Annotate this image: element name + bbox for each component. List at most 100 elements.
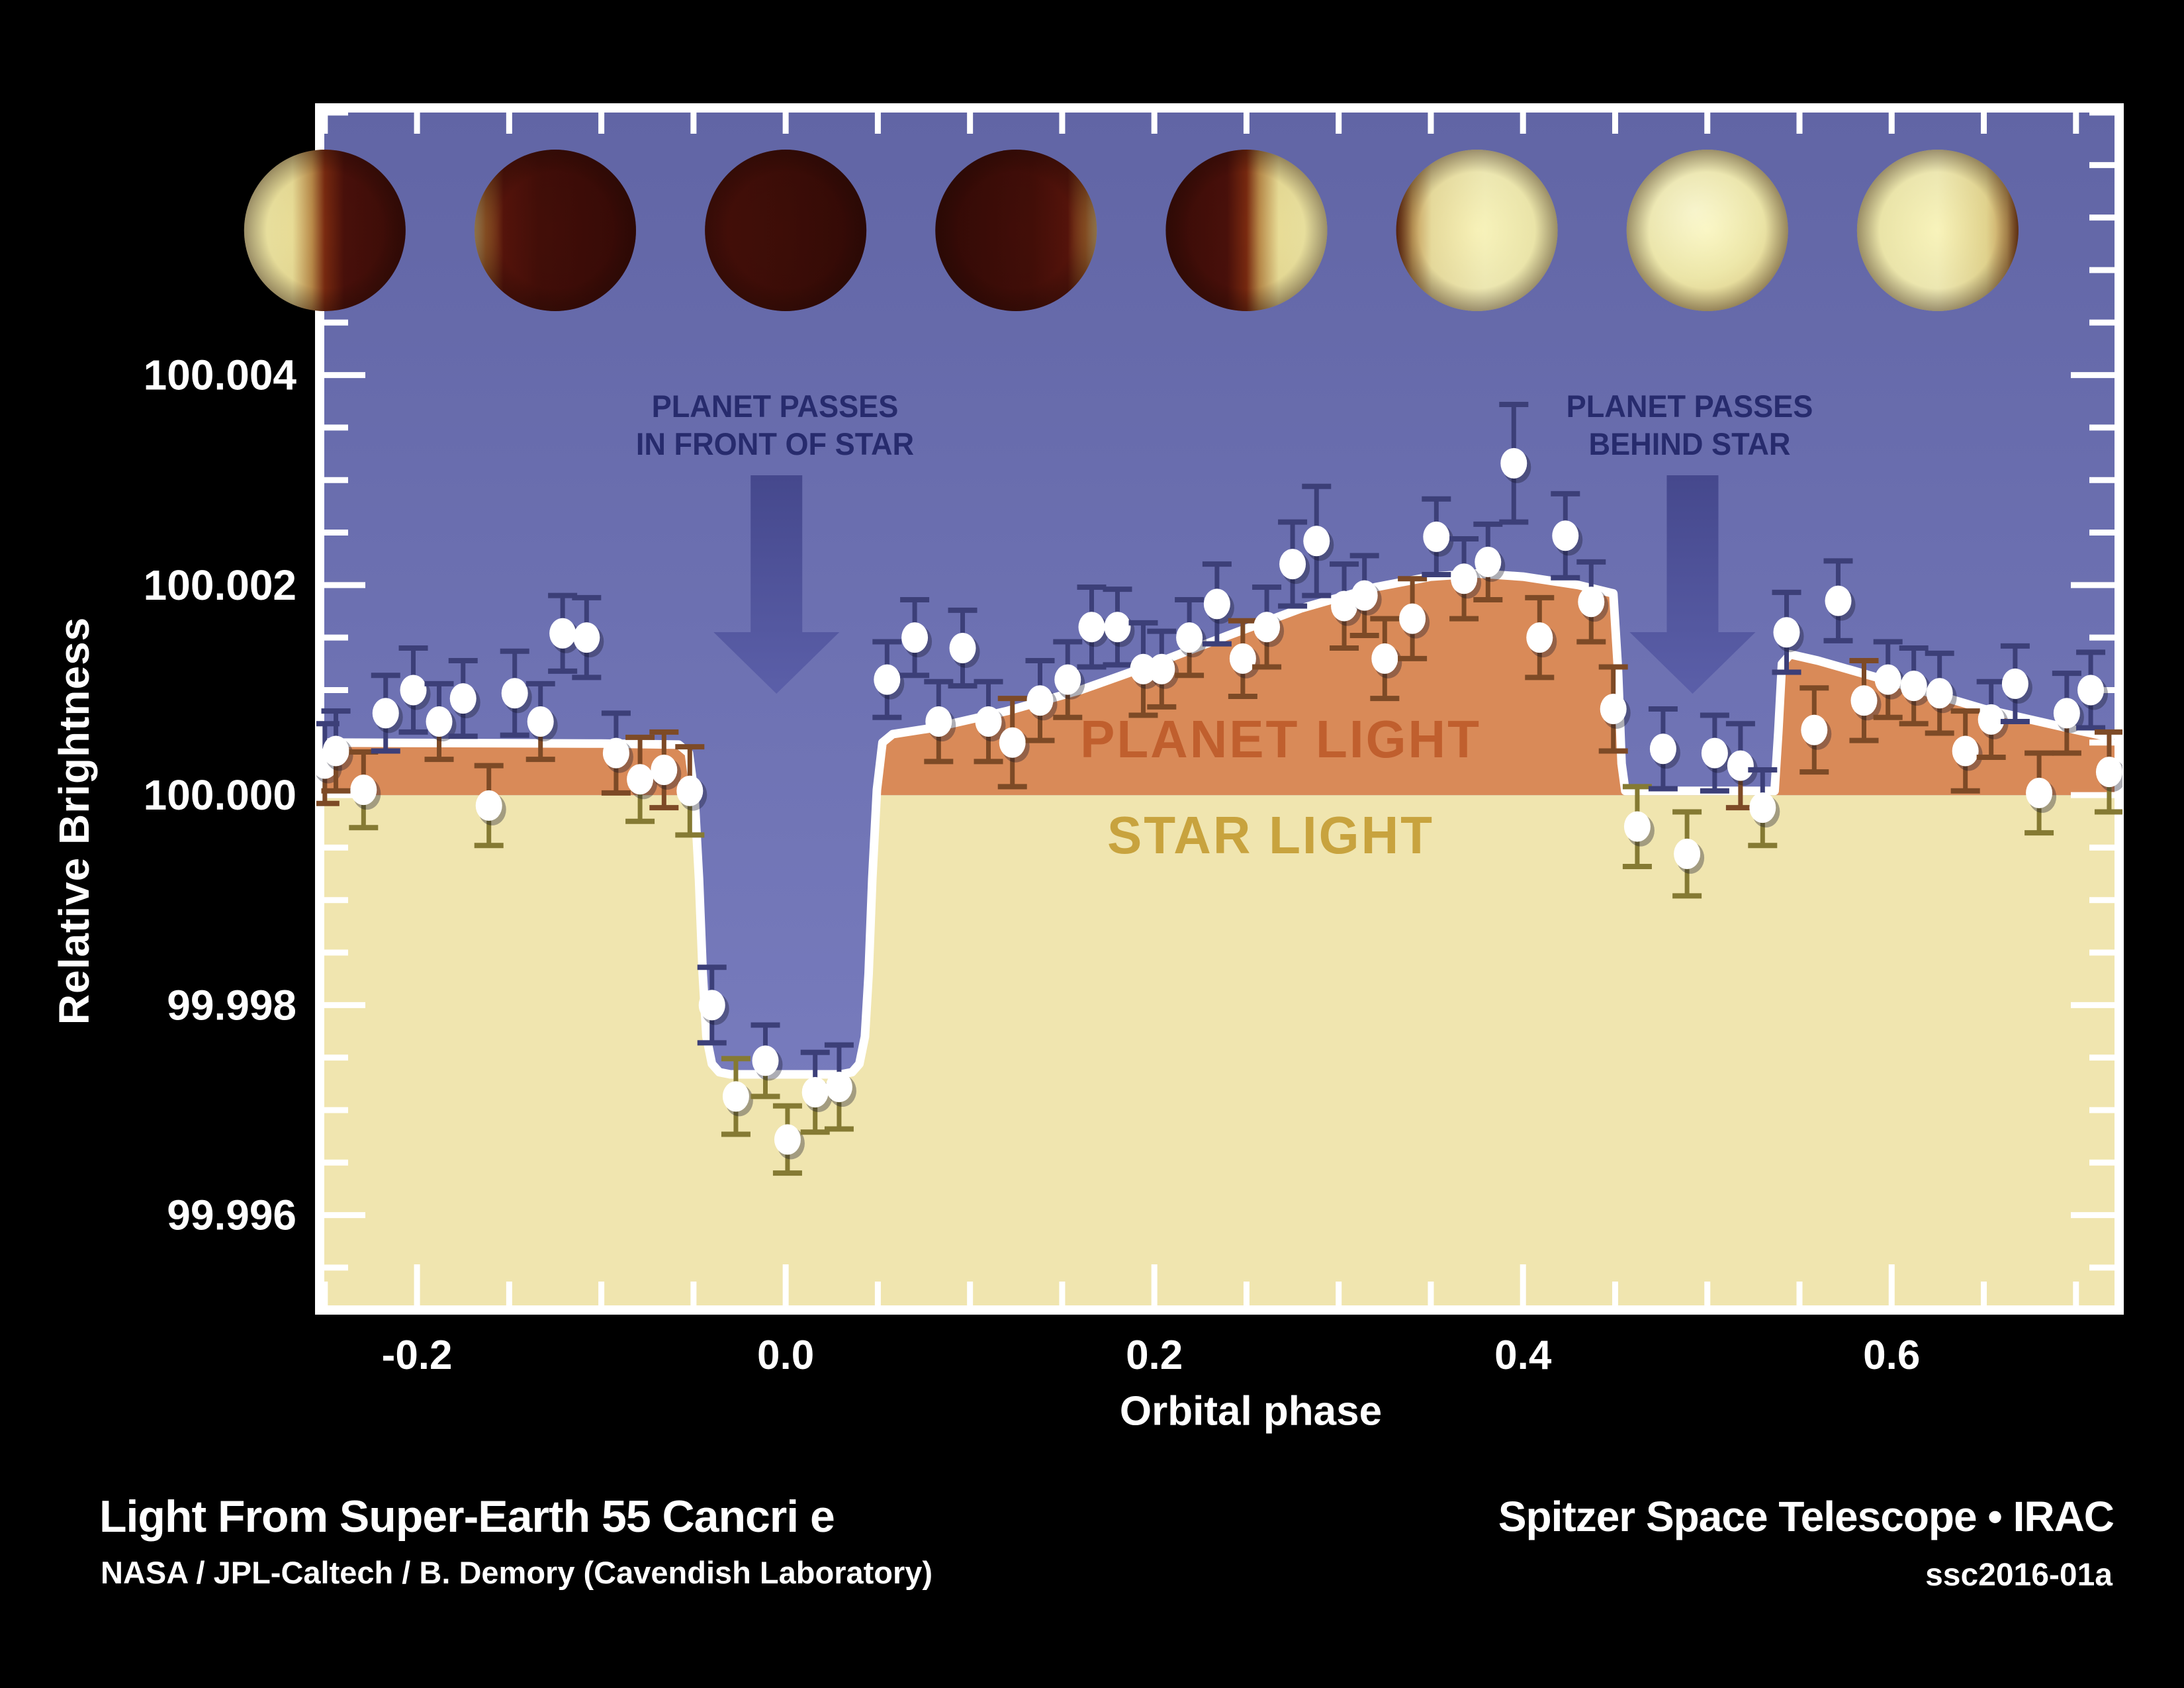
release-id: ssc2016-01a bbox=[1925, 1558, 2113, 1593]
x-axis-title: Orbital phase bbox=[1119, 1388, 1383, 1434]
y-tick-label: 100.000 bbox=[144, 771, 296, 819]
data-point bbox=[448, 658, 480, 739]
data-point bbox=[1576, 559, 1609, 645]
data-point bbox=[1525, 594, 1557, 680]
data-point bbox=[1598, 664, 1631, 754]
data-point bbox=[872, 639, 905, 720]
transit-annotation-line2: IN FRONT OF STAR bbox=[635, 426, 915, 461]
data-point bbox=[1077, 584, 1109, 670]
eclipse-annotation-line1: PLANET PASSES bbox=[1566, 389, 1813, 424]
data-point bbox=[1551, 491, 1583, 581]
figure-credit: NASA / JPL-Caltech / B. Demory (Cavendis… bbox=[101, 1555, 933, 1590]
planet-phase-icon bbox=[1626, 150, 1788, 311]
data-point bbox=[398, 645, 431, 735]
data-point bbox=[1772, 589, 1804, 675]
planet-light-region-label: PLANET LIGHT bbox=[1080, 710, 1481, 769]
data-point bbox=[500, 648, 532, 738]
planet-phase-icon bbox=[705, 150, 867, 311]
star-light-region bbox=[324, 795, 2115, 1305]
data-point bbox=[924, 679, 956, 765]
telescope-instrument-label: Spitzer Space Telescope • IRAC bbox=[1498, 1493, 2115, 1540]
data-point bbox=[424, 680, 457, 763]
data-point bbox=[800, 1049, 833, 1135]
data-point bbox=[601, 710, 633, 796]
data-point bbox=[1950, 708, 1983, 794]
data-point bbox=[1499, 401, 1531, 525]
data-point bbox=[1053, 639, 1085, 720]
eclipse-annotation-line2: BEHIND STAR bbox=[1588, 426, 1791, 461]
x-tick-label: 0.6 bbox=[1863, 1333, 1920, 1378]
planet-phase-row bbox=[244, 150, 2019, 311]
data-point bbox=[1175, 597, 1207, 679]
planet-phase-icon bbox=[1396, 150, 1558, 311]
planet-light-region bbox=[324, 573, 2115, 796]
data-points bbox=[316, 401, 2122, 1176]
planet-phase-icon bbox=[244, 150, 406, 311]
data-point bbox=[525, 680, 558, 763]
data-point bbox=[321, 708, 353, 794]
data-point bbox=[649, 729, 682, 811]
data-point bbox=[1302, 483, 1334, 598]
eclipse-annotation: PLANET PASSES BEHIND STAR bbox=[1567, 387, 1813, 463]
data-point bbox=[1449, 536, 1482, 622]
y-axis-title: Relative Brightness bbox=[50, 616, 98, 1025]
data-point bbox=[1976, 679, 2009, 760]
data-point bbox=[751, 1022, 783, 1100]
x-tick-label: 0.2 bbox=[1126, 1333, 1183, 1378]
data-point bbox=[1398, 576, 1430, 661]
data-point bbox=[371, 673, 403, 754]
x-tick-label: 0.0 bbox=[757, 1333, 814, 1378]
planet-phase-icon bbox=[935, 150, 1097, 311]
data-point bbox=[1799, 685, 1832, 775]
x-tick-label: 0.4 bbox=[1494, 1333, 1552, 1378]
data-point bbox=[1823, 558, 1856, 643]
data-point bbox=[2076, 649, 2109, 731]
data-point bbox=[1473, 521, 1506, 603]
data-point bbox=[948, 607, 980, 689]
data-point bbox=[1648, 706, 1680, 792]
data-point bbox=[675, 744, 707, 838]
y-tick-label: 99.996 bbox=[167, 1192, 296, 1239]
data-point bbox=[1422, 496, 1454, 577]
data-point bbox=[1330, 561, 1362, 651]
data-point bbox=[1370, 616, 1402, 702]
star-light-region-label: STAR LIGHT bbox=[1107, 806, 1434, 865]
data-point bbox=[1700, 712, 1732, 794]
data-point bbox=[721, 1056, 753, 1137]
eclipse-arrow-icon bbox=[1629, 475, 1756, 694]
data-point bbox=[2094, 729, 2122, 815]
data-point bbox=[1622, 784, 1655, 869]
data-point bbox=[1103, 586, 1135, 668]
transit-annotation: PLANET PASSES IN FRONT OF STAR bbox=[636, 387, 914, 463]
x-tick-label: -0.2 bbox=[382, 1333, 453, 1378]
y-tick-label: 100.004 bbox=[144, 352, 297, 399]
data-point bbox=[2052, 671, 2084, 756]
data-point bbox=[1349, 553, 1382, 638]
data-point bbox=[1899, 645, 1931, 727]
planet-phase-icon bbox=[1165, 150, 1328, 311]
data-point bbox=[1252, 584, 1285, 670]
data-point bbox=[1873, 639, 1905, 720]
data-point bbox=[900, 597, 933, 679]
y-tick-label: 100.002 bbox=[144, 561, 296, 609]
data-point bbox=[572, 594, 604, 680]
annotation-arrows bbox=[713, 475, 1756, 694]
figure-title: Light From Super-Earth 55 Cancri e bbox=[99, 1491, 835, 1542]
planet-phase-icon bbox=[1856, 150, 2019, 311]
y-tick-label: 99.998 bbox=[167, 981, 296, 1029]
data-point bbox=[974, 679, 1006, 765]
data-point bbox=[1925, 650, 1957, 736]
data-point bbox=[1228, 618, 1260, 699]
data-point bbox=[997, 696, 1030, 790]
data-point bbox=[697, 964, 729, 1046]
data-point bbox=[1147, 628, 1179, 710]
data-point bbox=[772, 1103, 805, 1176]
data-point bbox=[625, 734, 658, 824]
transit-arrow-icon bbox=[713, 475, 840, 694]
data-point bbox=[1278, 519, 1310, 609]
transit-annotation-line1: PLANET PASSES bbox=[651, 389, 899, 424]
data-point bbox=[1748, 767, 1780, 849]
data-point bbox=[349, 749, 381, 831]
